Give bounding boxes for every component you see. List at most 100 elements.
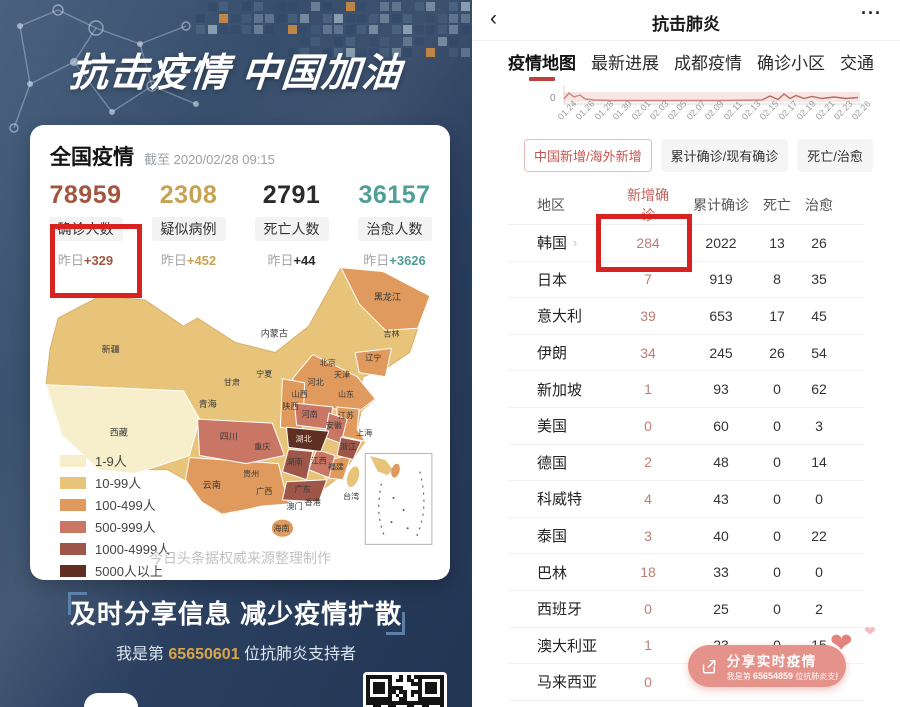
total-confirmed-cell: 33: [713, 564, 729, 581]
stat-label: 疑似病例: [151, 217, 226, 241]
sichuan-chongqing: [197, 418, 286, 465]
metric-toggle[interactable]: 累计确诊/现有确诊: [660, 139, 789, 172]
poster-title: 抗击疫情 中国加油: [67, 52, 404, 95]
table-row[interactable]: 日本 7 919 8 35: [508, 262, 864, 299]
table-row[interactable]: 科威特 4 43 0 0: [508, 481, 864, 518]
table-row[interactable]: 美国 0 60 0 3: [508, 408, 864, 445]
province-zhejiang: [336, 436, 362, 461]
table-row[interactable]: 西班牙 0 25 0 2: [508, 591, 864, 628]
region-name: 德国: [537, 454, 568, 472]
table-row[interactable]: 伊朗 34 245 26 54: [508, 335, 864, 372]
region-name: 新加坡: [537, 381, 583, 399]
legend-row: 10-99人: [60, 473, 170, 492]
deaths-cell: 8: [773, 271, 781, 288]
province-label: 福建: [328, 462, 344, 472]
cured-cell: 3: [815, 417, 823, 434]
province-label: 陕西: [282, 401, 298, 411]
y-axis-zero-label: 0: [550, 93, 556, 104]
card-title: 全国疫情: [50, 146, 134, 169]
tab-item[interactable]: 成都疫情: [674, 54, 742, 73]
more-menu-icon[interactable]: ···: [861, 3, 882, 23]
province-xizang: [45, 384, 201, 475]
region-name: 科威特: [537, 491, 583, 509]
back-chevron-icon[interactable]: ‹: [490, 7, 497, 30]
total-confirmed-cell: 40: [713, 527, 729, 544]
cured-cell: 0: [815, 564, 823, 581]
table-row[interactable]: 阿联酋01904: [508, 701, 864, 707]
region-name: 泰国: [537, 528, 568, 546]
legend-swatch: [60, 542, 86, 555]
stat-label: 治愈人数: [357, 217, 432, 241]
table-row[interactable]: 马来西亚 0: [508, 664, 864, 701]
epidemic-poster: 抗击疫情 中国加油 全国疫情 截至 2020/02/28 09:15 78959…: [0, 0, 472, 707]
metric-toggle-group: 中国新增/海外新增 累计确诊/现有确诊 死亡/治愈: [524, 139, 900, 172]
legend-swatch: [60, 454, 86, 467]
metric-toggle[interactable]: 中国新增/海外新增: [524, 139, 652, 172]
share-button-label: 分享实时疫情: [726, 654, 817, 669]
heart-icon-small: ❤: [864, 623, 876, 639]
province-label: 河北: [308, 377, 324, 387]
region-name: 马来西亚: [537, 674, 598, 692]
tab-item[interactable]: 确诊小区: [757, 54, 825, 73]
province-label: 河南: [302, 409, 318, 419]
southwest-group: [184, 456, 290, 515]
province-label: 北京: [320, 358, 336, 368]
stat-column: 2791 死亡人数 昨日+44: [240, 181, 343, 269]
legend-label: 100-499人: [95, 498, 156, 513]
table-row[interactable]: 泰国 3 40 0 22: [508, 518, 864, 555]
new-confirmed-cell: 7: [644, 271, 652, 288]
deaths-cell: 13: [769, 234, 785, 251]
deaths-cell: 17: [769, 307, 785, 324]
stat-value: 78959: [49, 181, 122, 209]
trend-chart-svg: [563, 85, 862, 105]
metric-toggle[interactable]: 死亡/治愈: [797, 139, 873, 172]
share-live-epidemic-button[interactable]: 分享实时疫情 我是第 65654859 位抗肺炎支持者: [688, 645, 846, 687]
province-label: 浙江: [340, 441, 356, 451]
stat-delta: 昨日+329: [57, 253, 114, 268]
chevron-right-icon: ›: [573, 235, 578, 251]
share-icon: [702, 659, 716, 673]
province-heilongjiang: [340, 267, 431, 331]
province-label: 重庆: [254, 441, 270, 451]
tab-item[interactable]: 最新进展: [591, 54, 659, 73]
deaths-cell: 0: [773, 490, 781, 507]
table-row[interactable]: 韩国 › 284 2022 13 26: [508, 225, 864, 262]
page-title: 抗击肺炎: [652, 15, 720, 34]
card-header: 全国疫情 截至 2020/02/28 09:15: [30, 125, 450, 171]
tab-item[interactable]: 交通: [840, 54, 874, 73]
total-confirmed-cell: 60: [713, 417, 729, 434]
cured-cell: 45: [811, 307, 827, 324]
new-confirmed-cell: 0: [644, 417, 652, 434]
app-logo-pill: [84, 693, 138, 707]
table-row[interactable]: 新加坡 1 93 0 62: [508, 371, 864, 408]
table-body: 韩国 › 284 2022 13 26 日本 7 919 8 35 意大利 39 653 17 45 伊朗 34 2…: [508, 225, 864, 707]
tab-active[interactable]: 疫情地图: [508, 49, 576, 83]
molecule-decoration: [9, 4, 199, 133]
table-row[interactable]: 意大利 39 653 17 45: [508, 298, 864, 335]
table-row[interactable]: 巴林 18 33 0 0: [508, 554, 864, 591]
deaths-cell: 0: [773, 564, 781, 581]
region-name: 澳大利亚: [537, 637, 598, 655]
trend-chart-clipped[interactable]: 0 01.24 01.26 01.28 01.30 02.01 02.03 02.05 02.…: [472, 83, 900, 131]
province-label: 广西: [256, 486, 272, 496]
region-name: 日本: [537, 271, 568, 289]
total-confirmed-cell: 43: [713, 490, 729, 507]
app-panel: ‹ 抗击肺炎 ··· 疫情地图 最新进展 成都疫情 确诊小区 交通 0 01.24 01.…: [472, 0, 900, 707]
total-confirmed-cell: 25: [713, 600, 729, 617]
table-row[interactable]: 德国 2 48 0 14: [508, 445, 864, 482]
province-label: 西藏: [110, 426, 128, 437]
deaths-cell: 0: [773, 417, 781, 434]
stat-delta: 昨日+44: [267, 253, 316, 268]
province-label: 上海: [356, 427, 372, 437]
cured-cell: 22: [811, 527, 827, 544]
province-label: 澳门: [286, 501, 302, 511]
slogan-text: 及时分享信息 减少疫情扩散: [69, 599, 403, 629]
national-stats-row: 78959 确诊人数 昨日+329 2308 疑似病例 昨日+452 2791 死亡人数 昨日+…: [30, 171, 450, 269]
cured-cell: 35: [811, 271, 827, 288]
new-confirmed-cell: 284: [636, 234, 660, 251]
stat-value: 2791: [262, 181, 321, 209]
province-label: 江苏: [338, 410, 354, 420]
deaths-cell: 0: [773, 527, 781, 544]
